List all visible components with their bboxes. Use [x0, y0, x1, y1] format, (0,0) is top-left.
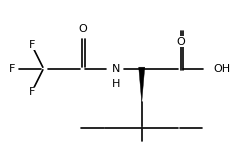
Polygon shape	[139, 67, 145, 102]
Text: OH: OH	[213, 64, 230, 74]
Text: O: O	[78, 24, 87, 34]
Text: N: N	[112, 64, 120, 74]
Text: F: F	[9, 64, 15, 74]
Text: H: H	[112, 79, 120, 89]
Text: O: O	[176, 37, 185, 47]
Text: F: F	[28, 87, 35, 97]
Text: F: F	[28, 40, 35, 50]
